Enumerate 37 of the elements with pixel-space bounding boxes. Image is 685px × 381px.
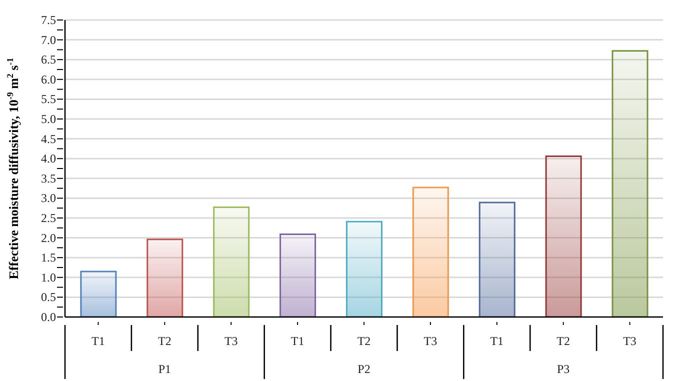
y-tick-label: 7.5 (41, 13, 56, 27)
bar (478, 202, 516, 317)
x-tick-label: T2 (556, 334, 570, 348)
text: P1 (158, 362, 172, 376)
x-tick-label: T1 (490, 334, 504, 348)
x-tick-label: T1 (290, 334, 304, 348)
bar (545, 155, 582, 317)
bar (80, 270, 117, 317)
text: P3 (556, 362, 570, 376)
y-tick-label: 4.5 (41, 132, 56, 146)
x-tick-label: T2 (158, 334, 172, 348)
bar (280, 233, 316, 317)
text: P2 (358, 362, 370, 376)
y-tick-label: 4.0 (41, 152, 56, 166)
y-tick-label: 6.5 (41, 52, 56, 67)
x-tick-label: T3 (424, 334, 438, 348)
y-tick-label: 0.5 (41, 290, 56, 304)
y-tick-label: 3.0 (41, 191, 56, 206)
y-tick-label: 3.5 (41, 171, 56, 186)
bar (213, 206, 250, 317)
bar (612, 50, 648, 317)
x-tick-label: T3 (224, 334, 238, 348)
y-tick-label: 2.5 (41, 211, 56, 225)
x-tick-label: T2 (357, 334, 371, 348)
y-tick-label: 5.0 (41, 112, 56, 126)
y-tick-label: 6.0 (41, 72, 56, 86)
y-tick-label: 1.0 (41, 270, 56, 284)
y-tick-label: 5.5 (41, 92, 56, 106)
y-tick-label: 2.0 (41, 230, 56, 245)
x-tick-label: T1 (92, 334, 105, 348)
x-tick-label: T3 (623, 334, 636, 348)
bar (412, 186, 449, 317)
bar (346, 220, 382, 317)
y-tick-label: 7.0 (41, 32, 56, 47)
y-tick-label: 0.0 (41, 310, 56, 324)
bar (146, 238, 184, 317)
y-tick-label: 1.5 (41, 250, 56, 265)
